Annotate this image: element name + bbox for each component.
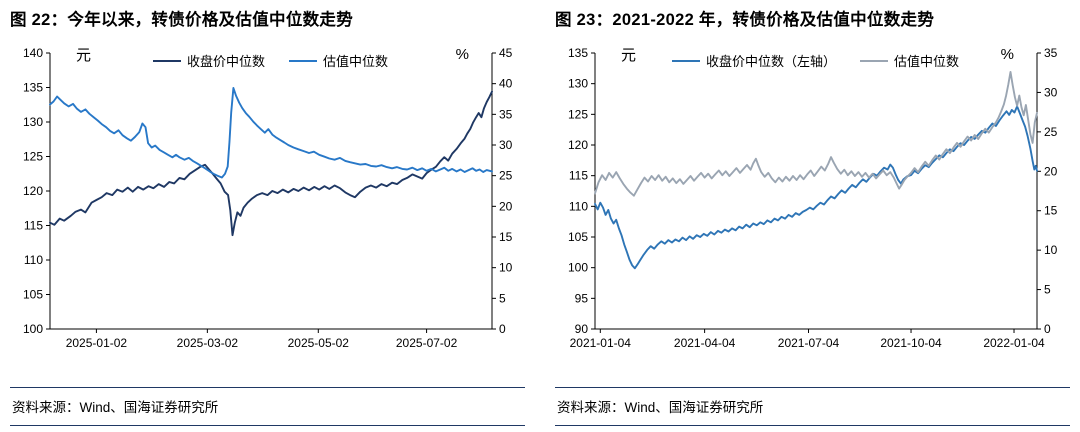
- x-axis-tick-label: 2022-01-04: [983, 336, 1045, 350]
- y-axis-left-tick-label: 130: [568, 77, 588, 91]
- series-line-0: [49, 91, 493, 237]
- y-axis-right-tick-label: 15: [1044, 204, 1058, 218]
- y-axis-left-tick-label: 115: [24, 219, 43, 233]
- series-line-1: [49, 87, 493, 179]
- data-source-note: 资料来源：Wind、国海证券研究所: [555, 387, 1070, 426]
- y-axis-right-unit-label: %: [455, 46, 469, 64]
- y-axis-left-tick-label: 120: [568, 138, 588, 152]
- chart-area-23: 90 95 100 105 110 115 120 125 130 135 0 5 10 15 20 25 30…: [555, 39, 1070, 361]
- chart-area-22: 100 105 110 115 120 125 130 135 140 0 5 10 15 20 25 30 3…: [10, 39, 525, 361]
- y-axis-right-tick-label: 35: [1044, 46, 1058, 60]
- y-axis-right-tick-label: 25: [1044, 125, 1058, 139]
- figure-panel-23: 图 23：2021-2022 年，转债价格及估值中位数走势 90 95 100 105…: [555, 8, 1070, 426]
- y-axis-left-tick-label: 135: [23, 81, 43, 95]
- x-axis-tick-label: 2021-07-04: [778, 336, 840, 350]
- y-axis-left-tick-label: 130: [23, 115, 43, 129]
- figure-panel-22: 图 22：今年以来，转债价格及估值中位数走势 100 105 110 115 120 12…: [10, 8, 525, 426]
- y-axis-right-tick-label: 15: [499, 230, 513, 244]
- y-axis-right-tick-label: 20: [1044, 165, 1058, 179]
- y-axis-left-tick-label: 120: [23, 184, 43, 198]
- x-axis-tick-label: 2021-04-04: [674, 336, 736, 350]
- y-axis-right-tick-label: 0: [1044, 322, 1051, 336]
- y-axis-left-unit-label: 元: [76, 47, 92, 65]
- y-axis-right-tick-label: 30: [499, 138, 513, 152]
- chart-canvas: 100 105 110 115 120 125 130 135 140 0 5 10 15 20 25 30 3…: [23, 46, 513, 350]
- y-axis-left-tick-label: 110: [569, 200, 588, 214]
- y-axis-left-unit-label: 元: [621, 47, 637, 65]
- y-axis-left-tick-label: 100: [23, 322, 43, 336]
- x-axis-tick-label: 2021-01-04: [570, 336, 632, 350]
- x-axis-tick-label: 2025-07-02: [396, 336, 458, 350]
- x-axis-tick-label: 2021-10-04: [880, 336, 942, 350]
- y-axis-left-tick-label: 135: [568, 46, 588, 60]
- x-axis-tick-label: 2025-05-02: [288, 336, 350, 350]
- y-axis-left-tick-label: 95: [575, 292, 589, 306]
- y-axis-left-tick-label: 105: [568, 230, 588, 244]
- data-source-note: 资料来源：Wind、国海证券研究所: [10, 387, 525, 426]
- y-axis-right-tick-label: 25: [499, 169, 513, 183]
- y-axis-left-tick-label: 115: [569, 169, 588, 183]
- y-axis-right-tick-label: 45: [499, 46, 513, 60]
- y-axis-right-tick-label: 5: [1044, 283, 1051, 297]
- figure-title: 图 22：今年以来，转债价格及估值中位数走势: [10, 11, 354, 29]
- series-line-1: [594, 71, 1038, 198]
- y-axis-right-tick-label: 20: [499, 200, 513, 214]
- y-axis-left-tick-label: 140: [23, 46, 43, 60]
- y-axis-left-tick-label: 90: [575, 322, 589, 336]
- y-axis-right-tick-label: 40: [499, 77, 513, 91]
- y-axis-left-tick-label: 125: [23, 150, 43, 164]
- y-axis-left-tick-label: 125: [568, 108, 588, 122]
- y-axis-right-tick-label: 0: [499, 322, 506, 336]
- y-axis-right-unit-label: %: [1000, 46, 1014, 64]
- y-axis-left-tick-label: 100: [568, 261, 588, 275]
- y-axis-right-tick-label: 10: [499, 261, 513, 275]
- y-axis-right-tick-label: 10: [1044, 244, 1058, 258]
- y-axis-left-tick-label: 110: [24, 253, 43, 267]
- chart-canvas: 90 95 100 105 110 115 120 125 130 135 0 5 10 15 20 25 30…: [568, 46, 1058, 350]
- x-axis-tick-label: 2025-03-02: [177, 336, 239, 350]
- figure-title: 图 23：2021-2022 年，转债价格及估值中位数走势: [555, 11, 935, 29]
- y-axis-left-tick-label: 105: [23, 288, 43, 302]
- y-axis-right-tick-label: 35: [499, 108, 513, 122]
- y-axis-right-tick-label: 30: [1044, 86, 1058, 100]
- x-axis-tick-label: 2025-01-02: [66, 336, 128, 350]
- series-line-0: [594, 105, 1038, 270]
- y-axis-right-tick-label: 5: [499, 292, 506, 306]
